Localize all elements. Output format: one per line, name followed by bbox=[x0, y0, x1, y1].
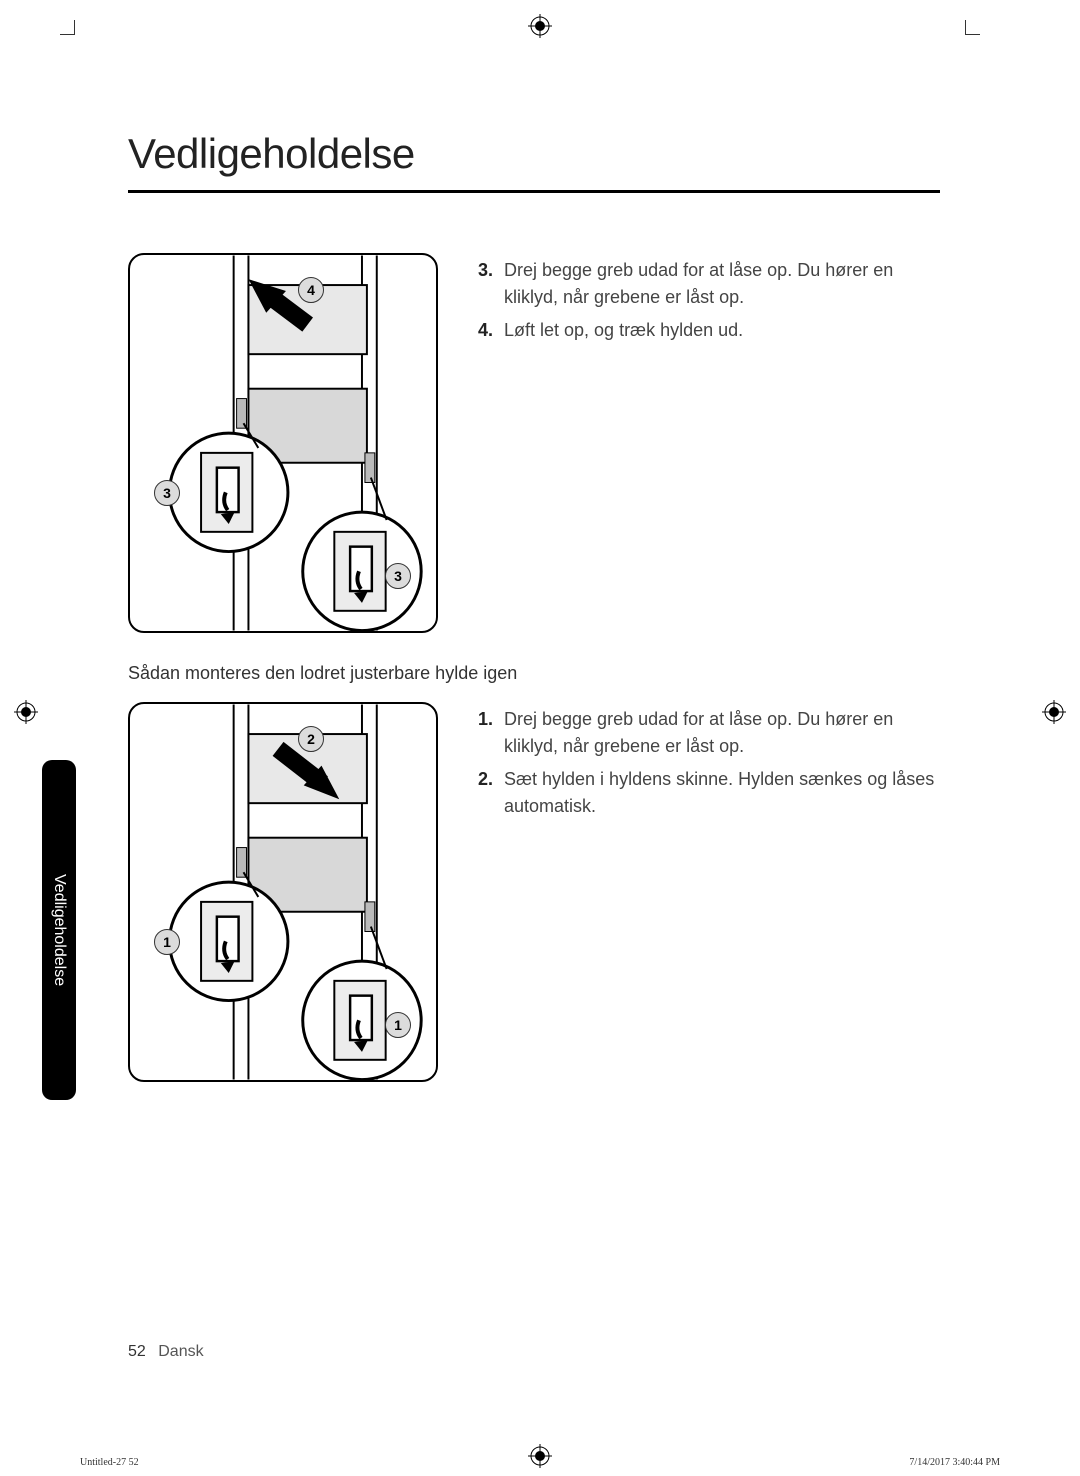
instructions-list: 3.Drej begge greb udad for at låse op. D… bbox=[478, 253, 940, 633]
step-text: Drej begge greb udad for at låse op. Du … bbox=[504, 706, 940, 760]
step-text: Drej begge greb udad for at låse op. Du … bbox=[504, 257, 940, 311]
section-remove-shelf: 4 3 3 3.Drej begge greb udad for at låse… bbox=[128, 253, 940, 633]
step-text: Sæt hylden i hyldens skinne. Hylden sænk… bbox=[504, 766, 940, 820]
diagram-install: 2 1 1 bbox=[128, 702, 438, 1082]
crop-mark-icon bbox=[965, 20, 980, 35]
step-number: 4. bbox=[478, 317, 504, 344]
step-number: 3. bbox=[478, 257, 504, 311]
page-content: Vedligeholdelse bbox=[128, 130, 940, 1376]
instruction-item: 4.Løft let op, og træk hylden ud. bbox=[478, 317, 940, 344]
footer-lang: Dansk bbox=[158, 1343, 203, 1360]
callout-badge: 4 bbox=[298, 277, 324, 303]
page-title: Vedligeholdelse bbox=[128, 130, 940, 193]
page-number: 52 bbox=[128, 1343, 146, 1360]
step-number: 1. bbox=[478, 706, 504, 760]
instruction-item: 2.Sæt hylden i hyldens skinne. Hylden sæ… bbox=[478, 766, 940, 820]
callout-badge: 3 bbox=[154, 480, 180, 506]
print-meta-left: Untitled-27 52 bbox=[80, 1457, 139, 1468]
page-footer: 52 Dansk bbox=[128, 1343, 204, 1361]
callout-badge: 2 bbox=[298, 726, 324, 752]
registration-mark-icon bbox=[14, 700, 38, 724]
crop-mark-icon bbox=[60, 20, 75, 35]
registration-mark-icon bbox=[1042, 700, 1066, 724]
side-tab: Vedligeholdelse bbox=[42, 760, 76, 1100]
subheading: Sådan monteres den lodret justerbare hyl… bbox=[128, 663, 940, 684]
registration-mark-icon bbox=[528, 1444, 552, 1468]
instructions-list: 1.Drej begge greb udad for at låse op. D… bbox=[478, 702, 940, 1082]
diagram-remove: 4 3 3 bbox=[128, 253, 438, 633]
callout-badge: 1 bbox=[385, 1012, 411, 1038]
instruction-item: 3.Drej begge greb udad for at låse op. D… bbox=[478, 257, 940, 311]
print-meta-right: 7/14/2017 3:40:44 PM bbox=[909, 1457, 1000, 1468]
instruction-item: 1.Drej begge greb udad for at låse op. D… bbox=[478, 706, 940, 760]
callout-badge: 3 bbox=[385, 563, 411, 589]
step-text: Løft let op, og træk hylden ud. bbox=[504, 317, 940, 344]
section-install-shelf: 2 1 1 1.Drej begge greb udad for at låse… bbox=[128, 702, 940, 1082]
step-number: 2. bbox=[478, 766, 504, 820]
callout-badge: 1 bbox=[154, 929, 180, 955]
registration-mark-icon bbox=[528, 14, 552, 38]
